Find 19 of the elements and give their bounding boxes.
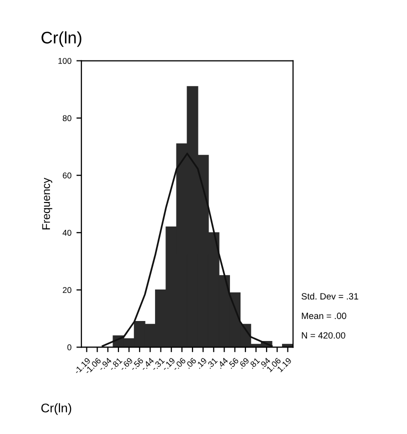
x-tick-label: .44 [216,357,228,369]
x-tick-label: .69 [238,357,250,369]
text: Std. Dev = .31 [302,292,358,300]
x-tick-label: .19 [196,357,208,369]
x-tick-label: .06 [185,357,197,369]
y-tick-label: 0 [67,344,72,350]
x-tick-label: .56 [227,357,239,369]
y-tick-label: 20 [62,287,72,294]
y-axis-title: Frequency [42,178,52,230]
y-tick-label: 40 [62,230,72,236]
text: Mean = .00 [302,312,346,320]
y-tick-label: 60 [62,172,72,178]
text: N = 420.00 [302,332,346,339]
y-tick-label: 80 [62,115,72,122]
y-tick-label: 100 [58,58,72,64]
chart-title: Cr(ln) [42,31,82,47]
x-tick-label: .31 [206,357,218,369]
x-tick-label: .81 [248,357,260,369]
x-axis-title: Cr(ln) [41,403,72,415]
